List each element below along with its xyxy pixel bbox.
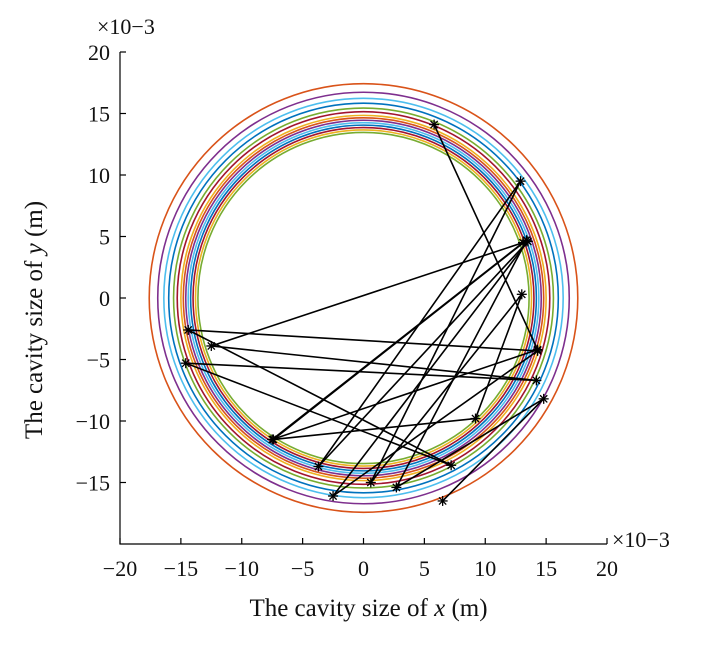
cavity-circle-1	[148, 82, 579, 514]
y-tick-label: 5	[99, 225, 110, 250]
trajectory-segment	[273, 417, 476, 441]
y-tick-label: −5	[87, 348, 110, 373]
x-tick-label: −5	[291, 556, 314, 581]
x-tick-label: 15	[535, 556, 557, 581]
y-ticks: −15 −10 −5 0 5 10 15 20	[76, 40, 126, 496]
trajectory-segment	[442, 398, 545, 502]
trajectory-segment	[211, 345, 537, 382]
trajectory-segment	[185, 362, 452, 467]
data-point-marker	[328, 491, 339, 502]
trajectory-segment	[271, 348, 538, 441]
x-tick-label: 10	[474, 556, 496, 581]
trajectory-segment	[370, 293, 523, 484]
trajectory-segment	[332, 240, 529, 497]
circles-layer	[148, 82, 579, 514]
data-point-marker	[531, 375, 542, 386]
y-tick-label: 15	[88, 102, 110, 127]
y-axis-label-prefix: The cavity size of	[21, 254, 48, 439]
x-tick-label: 0	[358, 556, 369, 581]
data-point-marker	[516, 289, 527, 300]
cavity-circle-2	[156, 91, 571, 505]
y-tick-label: 0	[99, 286, 110, 311]
y-tick-label: 10	[88, 163, 110, 188]
data-point-marker	[180, 358, 191, 369]
cavity-circle-8	[182, 117, 545, 479]
trajectory-segment	[185, 362, 537, 382]
data-point-marker	[446, 460, 457, 471]
data-point-marker	[313, 461, 324, 472]
data-point-marker	[437, 495, 448, 506]
trajectory-layer	[185, 124, 545, 502]
cavity-circle-5	[172, 107, 555, 489]
trajectory-segment	[272, 239, 528, 441]
x-ticks: −20 −15 −10 −5 0 5 10 15 20	[103, 538, 618, 581]
cavity-circle-12	[192, 126, 535, 470]
cavity-circle-7	[180, 114, 547, 482]
data-point-marker	[429, 119, 440, 130]
x-tick-label: 5	[419, 556, 430, 581]
trajectory-segment	[474, 294, 523, 419]
data-point-marker	[391, 482, 402, 493]
trajectory-segment	[317, 240, 529, 468]
x-multiplier-label: ×10−3	[612, 527, 670, 552]
y-multiplier-label: ×10−3	[97, 14, 155, 39]
y-axis-label-unit: (m)	[21, 201, 48, 243]
cavity-circle-9	[184, 119, 543, 477]
data-point-marker	[470, 413, 481, 424]
data-point-marker	[206, 340, 217, 351]
cavity-circle-13	[194, 129, 533, 467]
x-axis-label: The cavity size of x (m)	[249, 595, 487, 622]
x-axis-label-variable: x	[433, 595, 445, 622]
cavity-circle-11	[189, 124, 538, 472]
trajectory-segment	[395, 398, 545, 489]
x-tick-label: −15	[164, 556, 198, 581]
cavity-circle-4	[167, 102, 560, 494]
x-tick-label: 20	[596, 556, 618, 581]
y-tick-label: 20	[88, 40, 110, 65]
markers-layer	[180, 119, 549, 506]
cavity-circle-6	[176, 110, 551, 486]
y-tick-label: −15	[76, 471, 110, 496]
cavity-circle-3	[163, 97, 564, 499]
x-tick-label: −20	[103, 556, 137, 581]
y-axis-label: The cavity size of y (m)	[21, 201, 48, 439]
data-point-marker	[365, 477, 376, 488]
cavity-circle-14	[197, 131, 530, 465]
data-point-marker	[538, 393, 549, 404]
data-point-marker	[532, 345, 543, 356]
x-tick-label: −10	[225, 556, 259, 581]
trajectory-segment	[211, 241, 524, 347]
trajectory-segment	[433, 124, 539, 350]
data-point-marker	[183, 324, 194, 335]
cavity-circle-10	[187, 121, 540, 475]
data-point-marker	[521, 235, 532, 246]
trajectory-segment	[370, 180, 522, 483]
y-axis-label-variable: y	[21, 242, 48, 257]
trajectory-segment	[395, 239, 528, 488]
data-point-marker	[515, 176, 526, 187]
x-axis-label-prefix: The cavity size of	[249, 595, 434, 622]
x-axis-label-unit: (m)	[445, 595, 487, 622]
y-tick-label: −10	[76, 409, 110, 434]
data-point-marker	[268, 434, 279, 445]
